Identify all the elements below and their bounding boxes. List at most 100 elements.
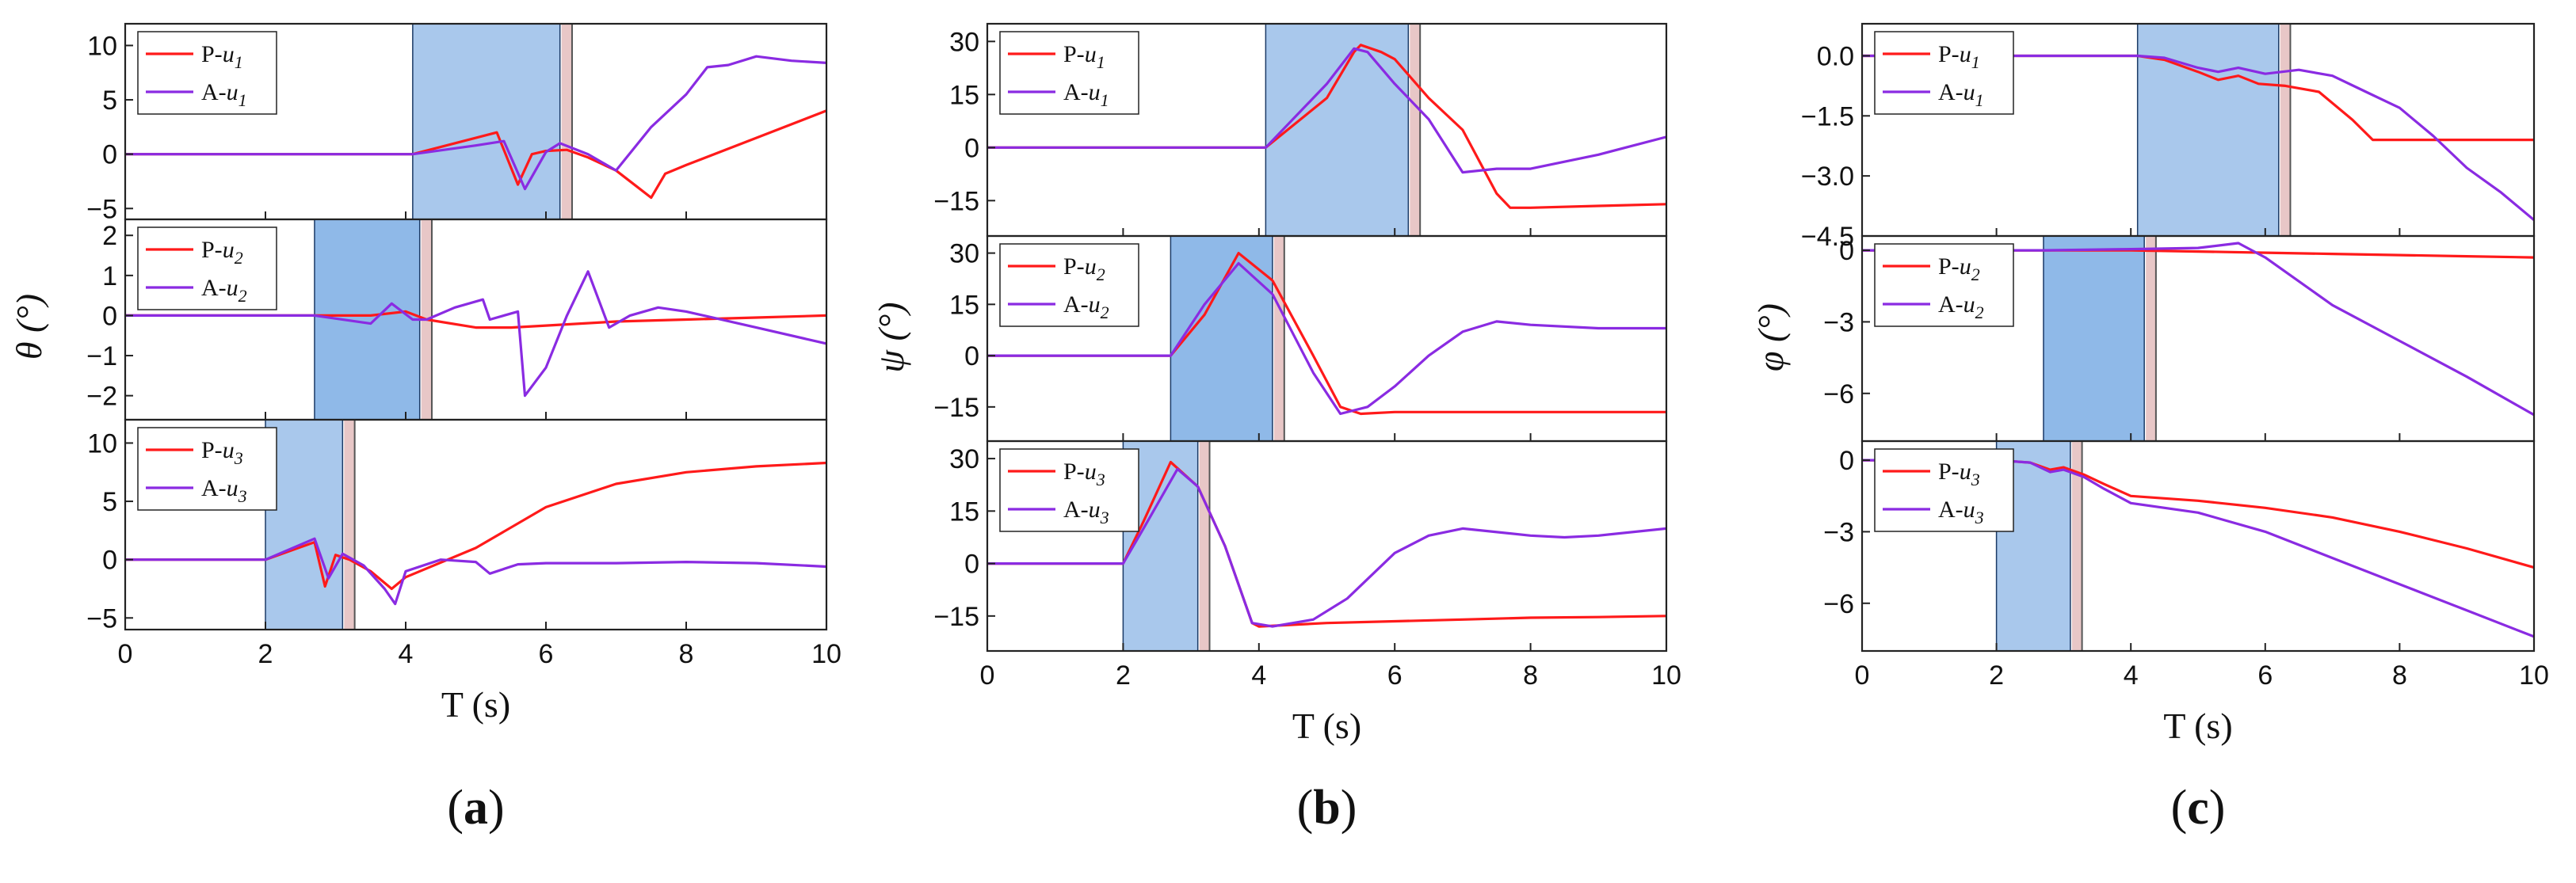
- legend-entry: P-u2: [1063, 253, 1105, 284]
- series-A-u2: [987, 261, 1666, 416]
- series-A-u3: [1862, 459, 2534, 638]
- y-tick-label: −5: [86, 194, 117, 224]
- subplot-c-1: −4.5 −3.0 −1.5 0.0 P-u1 A-u1: [1801, 22, 2536, 252]
- legend-entry: P-u2: [201, 237, 243, 268]
- y-tick-label: 30: [949, 239, 979, 269]
- legend-entry: A-u2: [1938, 291, 1984, 322]
- series-A-u3: [987, 467, 1666, 628]
- y-tick-label: −15: [933, 393, 979, 423]
- legend: P-u2 A-u2: [137, 226, 277, 310]
- subfigure-label: (c): [2171, 781, 2226, 835]
- legend-entry: A-u1: [1063, 79, 1109, 110]
- x-axis-label: T (s): [441, 684, 510, 725]
- y-tick-label: 5: [102, 86, 117, 116]
- y-tick-label: −6: [1823, 379, 1854, 409]
- x-tick-label: 6: [539, 639, 554, 669]
- x-tick-label: 10: [811, 639, 841, 669]
- y-tick-label: −6: [1823, 589, 1854, 619]
- axes-frame: [1860, 440, 2536, 653]
- series-P-u1: [1862, 54, 2534, 142]
- x-tick-label: 8: [2392, 660, 2407, 691]
- y-tick-label: 0: [102, 140, 117, 170]
- shaded-interval: [2043, 235, 2145, 442]
- y-tick-label: −3: [1823, 307, 1854, 337]
- y-tick-label: −1.5: [1801, 101, 1854, 131]
- legend-entry: P-u3: [201, 437, 243, 468]
- series-P-u1: [125, 109, 826, 200]
- y-tick-label: −3.0: [1801, 162, 1854, 192]
- x-tick-label: 8: [679, 639, 694, 669]
- subplot-c-3: −6 −3 0 P-u3 A-u3: [1823, 440, 2536, 653]
- y-tick-label: 0: [964, 550, 979, 580]
- legend-entry: A-u2: [201, 275, 247, 306]
- y-tick-label: 0: [1839, 236, 1854, 266]
- legend: P-u3 A-u3: [1874, 448, 2014, 532]
- legend-box: [1874, 243, 2014, 327]
- y-tick-label: 0: [1839, 446, 1854, 476]
- legend-entry: P-u2: [1938, 253, 1980, 284]
- subfigure-label: (a): [447, 781, 504, 835]
- series-A-u2: [1862, 242, 2534, 417]
- axes-frame: [124, 418, 828, 631]
- series-A-u1: [987, 47, 1666, 174]
- y-tick-label: 0: [102, 301, 117, 331]
- y-tick-label: 0: [964, 341, 979, 371]
- y-tick-label: 30: [949, 444, 979, 474]
- y-tick-label: 30: [949, 27, 979, 57]
- legend-entry: P-u3: [1938, 459, 1980, 489]
- shaded-interval-edge: [344, 420, 355, 630]
- legend-box: [999, 243, 1139, 327]
- subplot-b-2: −15 0 15 30 P-u2 A-u2: [933, 234, 1668, 443]
- legend-entry: A-u2: [1063, 291, 1109, 322]
- legend-entry: P-u3: [1063, 459, 1105, 489]
- subplot-a-2: −2 −1 0 1 2 P-u2 A-u2: [86, 218, 828, 421]
- subplot-c-2: −6 −3 0 P-u2 A-u2: [1823, 234, 2536, 443]
- y-tick-label: 0.0: [1817, 41, 1854, 71]
- legend-box: [1874, 31, 2014, 115]
- shaded-interval-edge: [2071, 441, 2082, 651]
- shaded-interval-edge: [2280, 24, 2291, 236]
- panel-c: −4.5 −3.0 −1.5 0.0 P-u1 A-u1 −6 −3 0 P-u2 A-u2 −6 −3…: [1750, 22, 2549, 835]
- shaded-interval: [314, 219, 421, 421]
- x-tick-label: 0: [118, 639, 133, 669]
- y-axis-label: θ (°): [9, 294, 49, 360]
- y-tick-label: 0: [964, 133, 979, 163]
- y-tick-label: −2: [86, 382, 117, 412]
- y-tick-label: −15: [933, 186, 979, 216]
- subplot-b-1: −15 0 15 30 P-u1 A-u1: [933, 22, 1668, 238]
- y-tick-label: −5: [86, 603, 117, 634]
- legend: P-u3 A-u3: [137, 427, 277, 511]
- legend: P-u2 A-u2: [999, 243, 1139, 327]
- series-P-u3: [125, 461, 826, 591]
- legend-entry: A-u1: [1938, 79, 1984, 110]
- x-tick-label: 10: [1651, 660, 1681, 691]
- subfigure-label: (b): [1297, 781, 1357, 835]
- legend-entry: A-u3: [1063, 497, 1109, 527]
- legend: P-u1 A-u1: [1874, 31, 2014, 115]
- shaded-interval-edge: [2146, 236, 2156, 441]
- legend-entry: P-u1: [1938, 41, 1980, 72]
- series-P-u2: [125, 310, 826, 329]
- y-tick-label: 15: [949, 497, 979, 527]
- legend-entry: A-u1: [201, 79, 247, 110]
- series-A-u1: [1862, 54, 2534, 222]
- y-tick-label: 10: [87, 31, 117, 61]
- legend-box: [137, 226, 277, 310]
- y-tick-label: 1: [102, 261, 117, 291]
- series-A-u2: [125, 270, 826, 398]
- legend-box: [999, 31, 1139, 115]
- y-tick-label: 2: [102, 221, 117, 251]
- legend-box: [137, 31, 277, 115]
- y-axis-label: φ (°): [1750, 303, 1791, 371]
- y-axis-label: ψ (°): [871, 302, 911, 372]
- legend-entry: P-u1: [201, 41, 243, 72]
- x-tick-label: 0: [980, 660, 995, 691]
- legend-entry: A-u3: [1938, 497, 1984, 527]
- x-tick-label: 2: [1989, 660, 2004, 691]
- x-tick-label: 4: [399, 639, 414, 669]
- subplot-b-3: −15 0 15 30 P-u3 A-u3: [933, 440, 1668, 653]
- x-tick-label: 6: [2257, 660, 2273, 691]
- x-tick-label: 8: [1523, 660, 1538, 691]
- y-tick-label: 10: [87, 428, 117, 459]
